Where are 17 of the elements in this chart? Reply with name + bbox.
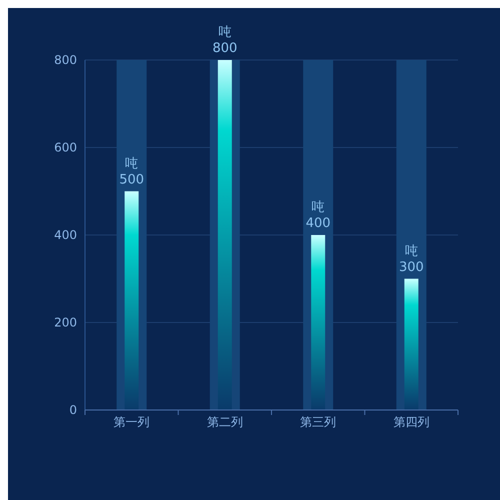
data-label: 吨 300 [398,244,424,275]
data-label: 吨 500 [119,156,144,188]
x-tick-label: 第二列 [206,415,243,429]
bar [404,278,418,410]
y-tick-label: 800 [54,53,77,68]
x-tick-label: 第一列 [114,415,150,429]
y-tick-label: 200 [54,316,77,330]
bar [311,235,326,410]
x-tick-label: 第四列 [393,415,430,429]
y-tick-label: 0 [69,403,77,418]
x-tick-label: 第三列 [300,415,336,429]
data-label: 吨 800 [212,25,238,56]
y-tick-label: 400 [54,228,77,242]
data-label: 吨 400 [306,200,331,231]
bar [218,60,232,410]
y-tick-label: 600 [54,140,77,155]
bar [124,191,139,410]
